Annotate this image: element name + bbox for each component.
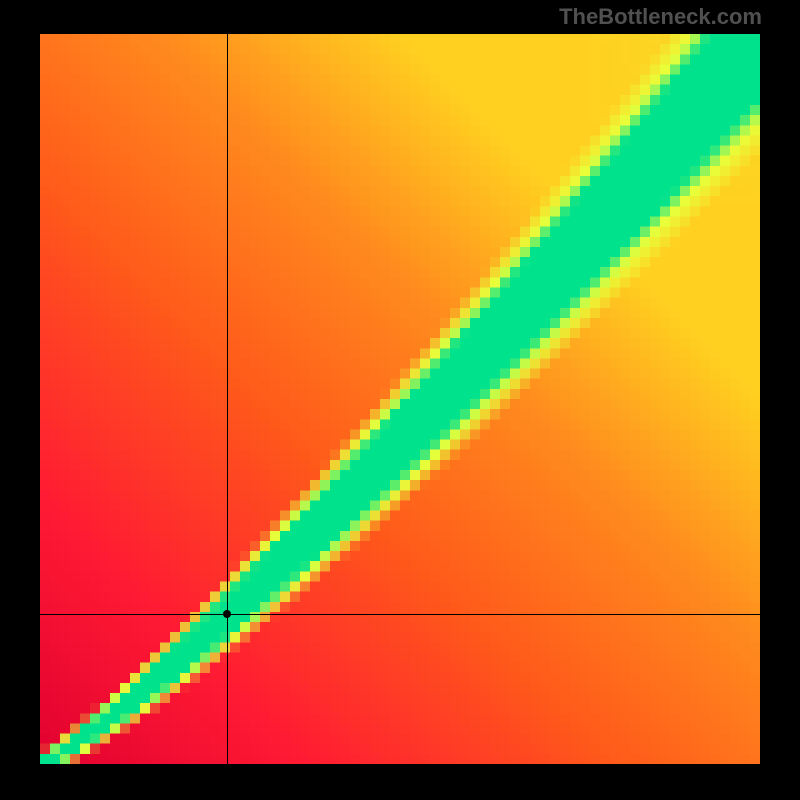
crosshair-vertical [227,34,228,764]
crosshair-horizontal [40,614,760,615]
bottleneck-heatmap [40,34,760,764]
watermark-text: TheBottleneck.com [559,4,762,30]
chart-container: TheBottleneck.com [0,0,800,800]
